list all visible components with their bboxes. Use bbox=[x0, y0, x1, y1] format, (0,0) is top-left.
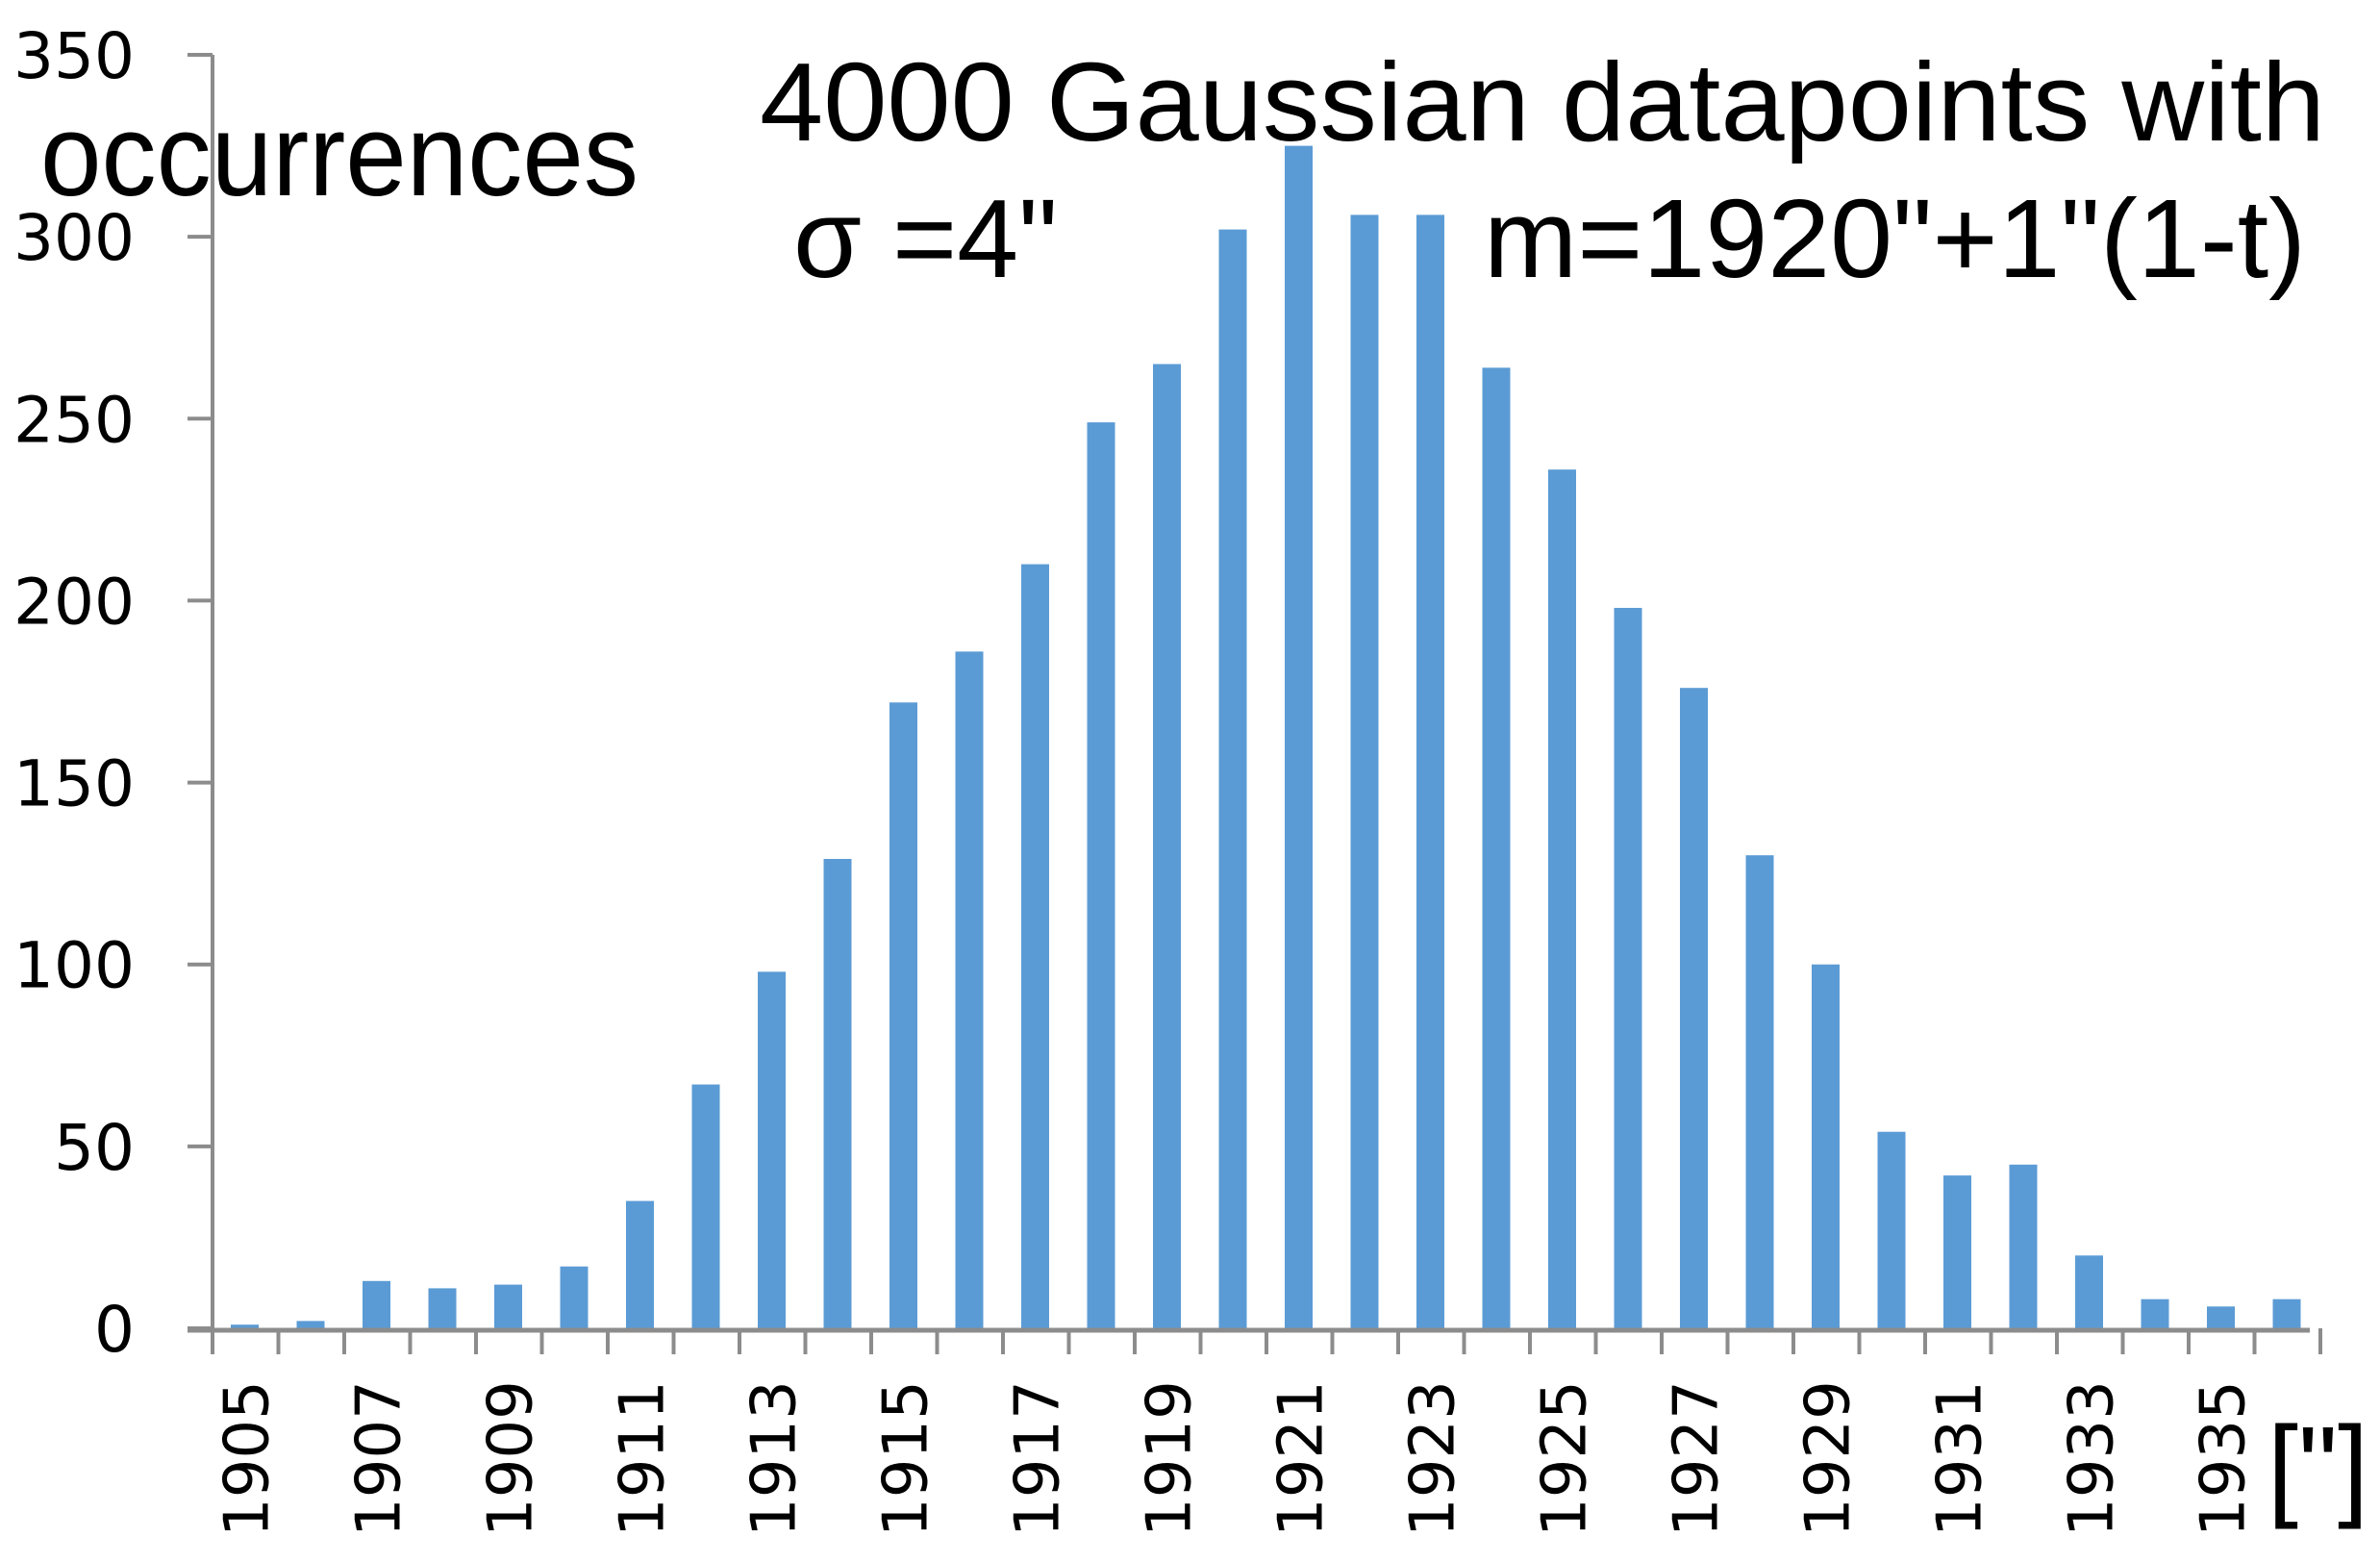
x-tick-label: 1931 bbox=[1925, 1380, 1996, 1537]
chart-title: 4000 Gaussian datapoints with bbox=[760, 39, 2325, 164]
x-tick-label: 1917 bbox=[1003, 1380, 1074, 1537]
x-tick-label: 1913 bbox=[739, 1380, 811, 1537]
x-tick-label: 1909 bbox=[476, 1380, 547, 1537]
bar-1936 bbox=[2272, 1298, 2301, 1328]
bar-1923 bbox=[1416, 214, 1444, 1328]
x-tick-label: 1921 bbox=[1266, 1380, 1338, 1537]
x-tick-label: 1927 bbox=[1662, 1380, 1733, 1537]
y-axis: 0 50 100 150 200 250 300 350 bbox=[13, 19, 214, 1367]
bar-1912 bbox=[691, 1084, 720, 1328]
mean-annotation: m=1920"+1"(1-t) bbox=[1484, 176, 2306, 301]
y-axis-label: occurrences bbox=[40, 89, 639, 220]
bar-1928 bbox=[1745, 855, 1774, 1328]
bar-series bbox=[231, 145, 2301, 1329]
bar-1917 bbox=[1021, 564, 1049, 1328]
bar-1920 bbox=[1218, 229, 1247, 1329]
bar-1924 bbox=[1482, 367, 1511, 1328]
y-tick-label: 150 bbox=[13, 747, 135, 821]
bar-1926 bbox=[1614, 608, 1642, 1328]
sigma-annotation: σ =4" bbox=[793, 176, 1058, 301]
y-tick-label: 350 bbox=[13, 19, 135, 93]
x-tick-label: 1919 bbox=[1135, 1380, 1206, 1537]
bar-1927 bbox=[1680, 688, 1708, 1328]
bar-1921 bbox=[1285, 145, 1313, 1329]
bar-1935 bbox=[2207, 1306, 2235, 1328]
x-axis: 1905 1907 1909 1911 1913 1915 1917 1919 1921 1923… bbox=[188, 1327, 2322, 1537]
x-tick-label: 1907 bbox=[344, 1380, 415, 1537]
x-tick-label: 1905 bbox=[213, 1380, 284, 1537]
x-tick-label: 1935 bbox=[2189, 1380, 2260, 1537]
bar-1915 bbox=[889, 702, 917, 1328]
x-tick-label: 1923 bbox=[1398, 1380, 1469, 1537]
bar-1929 bbox=[1812, 964, 1840, 1328]
y-tick-label: 50 bbox=[54, 1111, 135, 1185]
x-tick-label: 1933 bbox=[2057, 1380, 2128, 1537]
bar-1910 bbox=[560, 1266, 589, 1328]
y-tick-label: 100 bbox=[13, 929, 135, 1003]
bar-1913 bbox=[758, 971, 786, 1328]
y-tick-label: 0 bbox=[94, 1293, 135, 1367]
bar-1916 bbox=[955, 651, 984, 1328]
bar-1925 bbox=[1548, 469, 1576, 1328]
x-tick-label: 1915 bbox=[871, 1380, 942, 1537]
y-tick-label: 300 bbox=[13, 201, 135, 275]
bar-1909 bbox=[494, 1284, 522, 1328]
bar-1918 bbox=[1087, 422, 1115, 1329]
bar-1932 bbox=[2009, 1164, 2038, 1328]
bar-1931 bbox=[1943, 1175, 1971, 1328]
x-tick-label: 1929 bbox=[1793, 1380, 1865, 1537]
bar-1908 bbox=[428, 1288, 457, 1328]
bar-1906 bbox=[296, 1321, 325, 1328]
bar-1907 bbox=[363, 1280, 390, 1328]
x-tick-label: 1911 bbox=[608, 1380, 679, 1537]
bar-1919 bbox=[1153, 364, 1181, 1328]
bar-1905 bbox=[231, 1324, 259, 1328]
bar-1911 bbox=[626, 1200, 654, 1328]
bar-1934 bbox=[2141, 1298, 2169, 1328]
x-axis-unit-label: ["] bbox=[2267, 1403, 2368, 1530]
bar-1914 bbox=[823, 859, 852, 1328]
bar-1933 bbox=[2075, 1255, 2103, 1328]
y-tick-label: 250 bbox=[13, 383, 135, 457]
x-tick-label: 1925 bbox=[1530, 1380, 1601, 1537]
bar-1922 bbox=[1350, 214, 1379, 1328]
bar-1930 bbox=[1877, 1131, 1906, 1328]
y-tick-label: 200 bbox=[13, 565, 135, 639]
